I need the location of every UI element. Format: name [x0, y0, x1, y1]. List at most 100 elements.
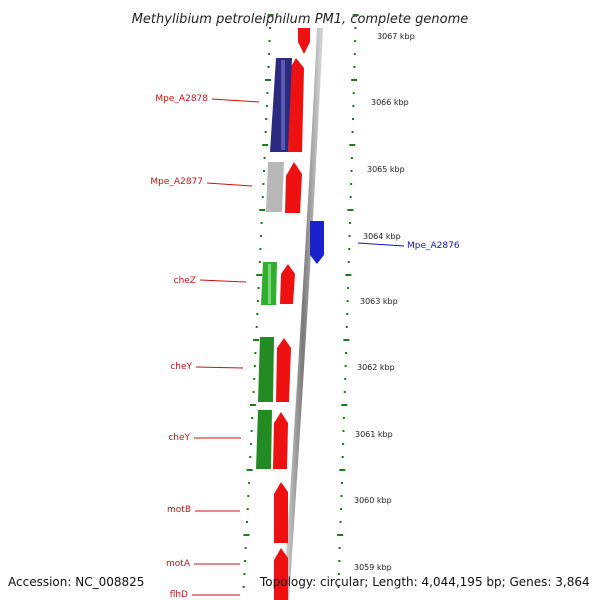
gene-label[interactable]: motB: [167, 505, 191, 515]
inner-tick: [265, 118, 268, 120]
kbp-label: 3065 kbp: [367, 165, 405, 174]
outer-tick: [352, 105, 355, 107]
gene-block-grey[interactable]: [266, 162, 284, 212]
gene-arrow[interactable]: [298, 28, 310, 54]
inner-tick: [265, 105, 268, 107]
gene-arrow[interactable]: [288, 58, 304, 152]
leader-line: [206, 182, 253, 187]
outer-tick: [340, 482, 343, 484]
gene-arrow[interactable]: [280, 264, 295, 304]
gene-labels: Mpe_A2878 Mpe_A2877 Mpe_A2876 cheZ cheY …: [150, 94, 459, 600]
kbp-label: 3066 kbp: [371, 98, 409, 107]
outer-tick: [340, 495, 343, 497]
inner-tick: [256, 274, 263, 276]
kbp-label: 3061 kbp: [355, 430, 393, 439]
inner-tick: [258, 261, 261, 263]
leader-line: [199, 279, 247, 283]
outer-tick: [353, 53, 356, 55]
leader-line: [211, 98, 260, 103]
inner-tick: [254, 352, 257, 354]
outer-tick: [351, 131, 354, 133]
outer-tick: [353, 66, 356, 68]
leader-line: [195, 366, 244, 369]
gene-arrow[interactable]: [276, 338, 291, 402]
accession-text: Accession: NC_008825: [8, 575, 145, 589]
outer-tick: [342, 443, 345, 445]
kbp-labels: 3067 kbp 3066 kbp 3065 kbp 3064 kbp 3063…: [354, 32, 415, 572]
inner-tick: [244, 547, 247, 549]
gene-label[interactable]: cheZ: [174, 276, 196, 286]
gene-label[interactable]: Mpe_A2878: [155, 94, 208, 104]
outer-tick: [349, 196, 352, 198]
inner-tick: [252, 391, 255, 393]
outer-tick: [339, 521, 342, 523]
outer-tick: [352, 92, 355, 94]
gene-arrow[interactable]: [274, 548, 288, 600]
outer-tick: [340, 508, 342, 510]
gene-block-green[interactable]: [258, 337, 274, 402]
outer-tick: [338, 547, 341, 549]
outer-tick: [341, 456, 344, 458]
outer-tick-ring: [337, 14, 359, 588]
kbp-label: 3060 kbp: [354, 496, 392, 505]
outer-tick: [346, 300, 349, 302]
outer-tick: [347, 209, 354, 211]
outer-tick: [351, 79, 358, 81]
inner-tick: [268, 53, 271, 55]
inner-tick: [262, 183, 265, 185]
inner-tick: [263, 157, 266, 159]
inner-tick: [260, 235, 262, 237]
gene-label[interactable]: cheY: [170, 362, 192, 372]
outer-tick: [350, 170, 353, 172]
inner-tick: [260, 222, 263, 224]
outer-tick: [347, 261, 350, 263]
gene-arrow[interactable]: [274, 482, 288, 543]
gene-block-green[interactable]: [256, 410, 272, 469]
outer-tick: [350, 157, 353, 159]
outer-tick: [344, 378, 347, 380]
inner-tick: [259, 248, 262, 250]
map-title: Methylibium petroleiphilum PM1, complete…: [132, 12, 469, 27]
outer-tick: [348, 235, 351, 237]
inner-tick: [261, 196, 264, 198]
inner-tick: [248, 482, 250, 484]
gene-arrow[interactable]: [285, 162, 302, 213]
inner-tick: [247, 495, 250, 497]
inner-tick: [246, 469, 253, 471]
inner-tick: [246, 521, 248, 523]
outer-tick: [344, 365, 347, 367]
outer-tick: [345, 274, 352, 276]
outer-tick: [341, 404, 348, 406]
outer-tick: [337, 586, 340, 588]
inner-tick: [244, 560, 246, 562]
gene-label[interactable]: Mpe_A2877: [150, 177, 203, 187]
inner-tick: [256, 313, 259, 315]
topology-text: Topology: circular; Length: 4,044,195 bp…: [260, 575, 590, 589]
inner-tick: [243, 573, 246, 575]
outer-tick: [346, 313, 349, 315]
inner-tick: [251, 417, 254, 419]
inner-tick: [253, 339, 260, 341]
inner-tick: [265, 79, 271, 81]
inner-tick: [249, 456, 252, 458]
inner-tick: [246, 508, 249, 510]
outer-tick: [345, 326, 348, 328]
gene-label[interactable]: cheY: [168, 433, 190, 443]
outer-tick: [345, 352, 347, 354]
gene-label[interactable]: motA: [166, 559, 191, 569]
outer-tick: [349, 222, 351, 224]
gene-label[interactable]: Mpe_A2876: [407, 241, 460, 251]
inner-tick: [267, 14, 274, 16]
outer-tick: [339, 469, 346, 471]
inner-tick: [253, 365, 256, 367]
outer-tick: [349, 144, 356, 146]
gene-label[interactable]: flhD: [170, 590, 188, 600]
inner-tick: [267, 66, 270, 68]
inner-tick: [249, 404, 256, 406]
gene-arrow-blue[interactable]: [310, 221, 324, 264]
reverse-strand-blocks: [256, 58, 292, 469]
outer-tick: [338, 560, 341, 562]
gene-arrow[interactable]: [273, 412, 288, 469]
inner-tick: [266, 92, 269, 94]
